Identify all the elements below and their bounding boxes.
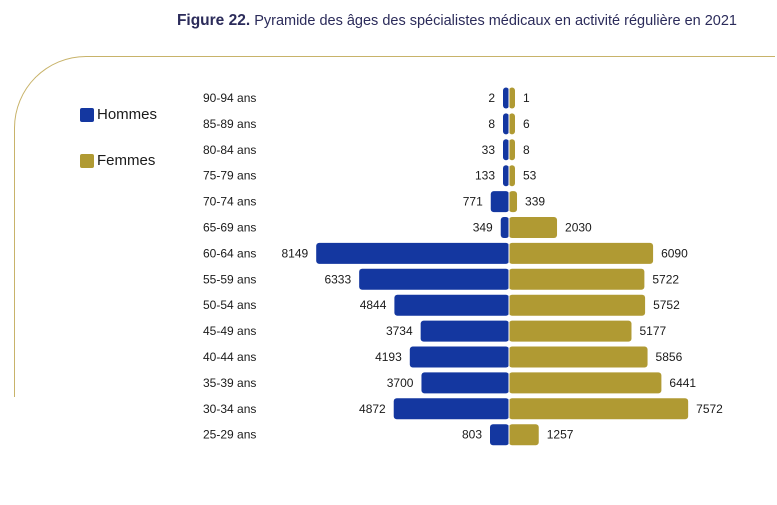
data-label-femmes: 6441	[669, 376, 696, 390]
data-label-femmes: 7572	[696, 402, 723, 416]
bar-hommes	[394, 294, 509, 316]
data-label-hommes: 771	[463, 195, 483, 209]
data-label-hommes: 4193	[375, 350, 402, 364]
figure-label: Figure 22.	[176, 12, 251, 29]
data-label-hommes: 6333	[324, 272, 351, 286]
data-label-hommes: 3734	[386, 324, 413, 338]
legend-swatch-femmes	[80, 153, 94, 168]
legend-label-femmes: Femmes	[97, 152, 156, 169]
bar-hommes	[421, 372, 509, 394]
bar-hommes	[490, 424, 509, 446]
tick-label: 50-54 ans	[203, 298, 256, 312]
bar-femmes	[509, 139, 515, 161]
bar-hommes	[503, 165, 509, 187]
bar-femmes	[509, 217, 558, 238]
tick-label: 25-29 ans	[203, 428, 256, 442]
tick-label: 35-39 ans	[203, 376, 256, 390]
data-label-hommes: 8	[488, 117, 495, 131]
data-label-femmes: 1257	[547, 428, 574, 442]
tick-label: 40-44 ans	[203, 350, 256, 364]
tick-label: 85-89 ans	[203, 117, 256, 131]
bar-femmes	[509, 346, 648, 368]
tick-label: 55-59 ans	[203, 272, 256, 286]
bar-hommes	[503, 139, 509, 161]
bar-femmes	[509, 242, 654, 264]
data-label-hommes: 2	[488, 91, 495, 105]
tick-label: 70-74 ans	[203, 195, 256, 209]
bar-hommes	[359, 268, 509, 290]
data-label-femmes: 5752	[653, 298, 680, 312]
data-label-hommes: 4872	[359, 402, 386, 416]
legend-item-hommes: Hommes	[80, 106, 157, 123]
tick-label: 65-69 ans	[203, 221, 256, 235]
tick-label: 90-94 ans	[203, 91, 256, 105]
data-label-hommes: 8149	[281, 246, 308, 260]
data-label-hommes: 33	[482, 143, 496, 157]
bar-femmes	[509, 191, 518, 213]
bar-hommes	[500, 217, 509, 238]
bar-hommes	[316, 242, 509, 264]
bar-femmes	[509, 372, 662, 394]
bar-hommes	[393, 398, 509, 420]
data-label-femmes: 339	[525, 195, 545, 209]
data-label-hommes: 803	[462, 428, 482, 442]
chart-frame	[14, 56, 775, 397]
bar-hommes	[503, 113, 509, 135]
bar-hommes	[490, 191, 509, 213]
data-label-hommes: 4844	[360, 298, 387, 312]
tick-label: 80-84 ans	[203, 143, 256, 157]
data-label-hommes: 3700	[387, 376, 414, 390]
data-label-hommes: 133	[475, 169, 495, 183]
tick-label: 60-64 ans	[203, 246, 256, 260]
tick-label: 75-79 ans	[203, 169, 256, 183]
data-label-femmes: 53	[523, 169, 537, 183]
legend-swatch-hommes	[80, 107, 94, 122]
bar-femmes	[509, 424, 539, 446]
tick-label: 45-49 ans	[203, 324, 256, 338]
data-label-femmes: 5177	[639, 324, 666, 338]
data-label-femmes: 1	[523, 91, 530, 105]
bar-femmes	[509, 268, 645, 290]
tick-label: 30-34 ans	[203, 402, 256, 416]
data-label-femmes: 6	[523, 117, 530, 131]
bar-femmes	[509, 398, 689, 420]
data-label-femmes: 5856	[656, 350, 683, 364]
bar-hommes	[409, 346, 509, 368]
legend-label-hommes: Hommes	[97, 106, 158, 123]
figure-title: Pyramide des âges des spécialistes médic…	[254, 13, 737, 29]
bar-femmes	[509, 87, 515, 109]
legend-item-femmes: Femmes	[80, 152, 155, 169]
chart-title: Figure 22. Pyramide des âges des spécial…	[0, 12, 737, 30]
bar-hommes	[420, 320, 509, 342]
data-label-femmes: 5722	[652, 272, 679, 286]
bar-femmes	[509, 294, 646, 316]
data-label-femmes: 6090	[661, 246, 688, 260]
data-label-femmes: 2030	[565, 221, 592, 235]
bar-hommes	[503, 87, 509, 109]
data-label-femmes: 8	[523, 143, 530, 157]
bar-femmes	[509, 165, 515, 187]
data-label-hommes: 349	[473, 221, 493, 235]
bar-femmes	[509, 320, 632, 342]
bar-femmes	[509, 113, 515, 135]
